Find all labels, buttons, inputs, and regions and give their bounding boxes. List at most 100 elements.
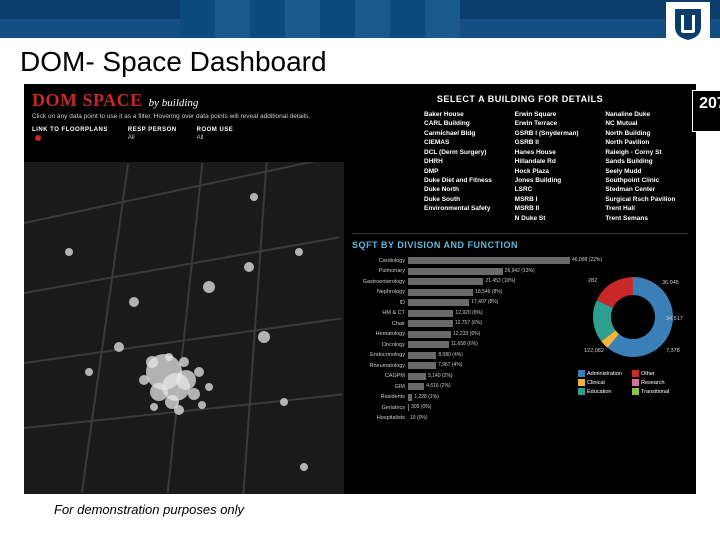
map-bubble[interactable] (295, 248, 303, 256)
bar-row[interactable]: Gastroenterology21,453 (10%) (352, 277, 570, 286)
filter-resp-person[interactable]: RESP PERSON All (128, 127, 177, 141)
legend-item[interactable]: Transitional (632, 388, 680, 395)
bar-row[interactable]: Pulmonary26,942 (13%) (352, 267, 570, 276)
donut-value-label: 34,517 (666, 316, 683, 322)
dash-title-sub: by building (149, 97, 199, 109)
building-item[interactable]: GSRB I (Snyderman) (515, 129, 598, 138)
bar-row[interactable]: Cardiology46,098 (22%) (352, 256, 570, 265)
legend-item[interactable]: Administration (578, 370, 626, 377)
bar-row[interactable]: Endocrinology8,080 (4%) (352, 351, 570, 360)
legend-item[interactable]: Education (578, 388, 626, 395)
bar-value: 7,967 (4%) (436, 362, 462, 369)
map-bubble[interactable] (114, 342, 124, 352)
building-item[interactable]: Hillandale Rd (515, 157, 598, 166)
map-bubble[interactable] (194, 367, 204, 377)
building-item[interactable]: Duke North (424, 185, 507, 194)
bar-row[interactable]: Geriatrics309 (0%) (352, 403, 570, 412)
legend-swatch (578, 379, 585, 386)
map-bubble[interactable] (244, 262, 254, 272)
building-item[interactable]: Duke Diet and Fitness (424, 176, 507, 185)
slide-header (0, 0, 720, 38)
map-bubble[interactable] (176, 370, 196, 390)
bar-row[interactable]: Hematology12,233 (6%) (352, 330, 570, 339)
building-item[interactable]: NC Mutual (605, 119, 688, 128)
legend-swatch (632, 388, 639, 395)
map-bubble[interactable] (179, 357, 189, 367)
bar-row[interactable]: CAGPM5,149 (2%) (352, 372, 570, 381)
building-item[interactable]: Nanaline Duke (605, 110, 688, 119)
building-item[interactable]: Duke South (424, 195, 507, 204)
bar-row[interactable]: Oncology11,658 (6%) (352, 340, 570, 349)
building-item[interactable]: Environmental Safety (424, 204, 507, 213)
map-bubble[interactable] (188, 388, 200, 400)
map-bubble[interactable] (258, 331, 270, 343)
building-item[interactable]: North Pavilion (605, 138, 688, 147)
bar-row[interactable]: Nephrology18,546 (8%) (352, 288, 570, 297)
map-bubble[interactable] (146, 356, 158, 368)
building-item[interactable]: Erwin Square (515, 110, 598, 119)
map-bubble[interactable] (85, 368, 93, 376)
legend-item[interactable]: Other (632, 370, 680, 377)
building-item[interactable]: N Duke St (515, 214, 598, 223)
building-item[interactable]: MSRB II (515, 204, 598, 213)
link-floorplans[interactable]: LINK TO FLOORPLANS (32, 127, 108, 141)
bar-chart[interactable]: Cardiology46,098 (22%) Pulmonary26,942 (1… (352, 256, 570, 424)
map-bubble[interactable] (198, 401, 206, 409)
chart-area: Cardiology46,098 (22%) Pulmonary26,942 (1… (352, 256, 688, 424)
building-item[interactable]: North Building (605, 129, 688, 138)
map-bubble[interactable] (65, 248, 73, 256)
map-road (24, 236, 339, 294)
map-bubble[interactable] (205, 383, 213, 391)
donut-value-label: 36,045 (662, 280, 679, 286)
building-item[interactable]: Baker House (424, 110, 507, 119)
map-bubble[interactable] (280, 398, 288, 406)
map-bubble[interactable] (129, 297, 139, 307)
bar-row[interactable]: Hospitalists10 (0%) (352, 414, 570, 423)
building-item[interactable]: CARL Building (424, 119, 507, 128)
building-item[interactable]: Southpoint Clinic (605, 176, 688, 185)
building-item[interactable]: MSRB I (515, 195, 598, 204)
map-bubble[interactable] (174, 405, 184, 415)
filter-room-use[interactable]: ROOM USE All (197, 127, 234, 141)
building-list: Baker HouseCARL BuildingCarmichael BldgC… (424, 110, 688, 223)
total-sqft-box: 207,372 sqft (692, 90, 720, 132)
legend-label: Other (641, 371, 655, 377)
map-bubble[interactable] (300, 463, 308, 471)
building-item[interactable]: DHRH (424, 157, 507, 166)
bar-label: CAGPM (352, 373, 408, 379)
map-bubble[interactable] (139, 375, 149, 385)
building-item[interactable]: Erwin Terrace (515, 119, 598, 128)
details-panel: SELECT A BUILDING FOR DETAILS Baker Hous… (344, 84, 696, 494)
building-item[interactable]: Jones Building (515, 176, 598, 185)
building-item[interactable]: Hanes House (515, 148, 598, 157)
legend-item[interactable]: Clinical (578, 379, 626, 386)
map-bubble[interactable] (250, 193, 258, 201)
building-item[interactable]: Seely Mudd (605, 167, 688, 176)
building-item[interactable]: Carmichael Bldg (424, 129, 507, 138)
building-item[interactable]: LSRC (515, 185, 598, 194)
building-item[interactable]: DCL (Derm Surgery) (424, 148, 507, 157)
building-item[interactable]: GSRB II (515, 138, 598, 147)
building-item[interactable]: DMP (424, 167, 507, 176)
building-item[interactable]: Trent Semans (605, 214, 688, 223)
building-item[interactable]: CIEMAS (424, 138, 507, 147)
building-item[interactable]: Stedman Center (605, 185, 688, 194)
bar-row[interactable]: Chair12,757 (6%) (352, 319, 570, 328)
map-bubble[interactable] (203, 281, 215, 293)
building-item[interactable]: Surgical Rsch Pavilion (605, 195, 688, 204)
building-item[interactable]: Hock Plaza (515, 167, 598, 176)
building-item[interactable]: Trent Hall (605, 204, 688, 213)
bar-row[interactable]: GIM4,616 (2%) (352, 382, 570, 391)
map-canvas[interactable] (24, 162, 344, 494)
bar-row[interactable]: Rheumatology7,967 (4%) (352, 361, 570, 370)
map-bubble[interactable] (165, 353, 173, 361)
bar-row[interactable]: HM & CT12,920 (6%) (352, 309, 570, 318)
map-bubble[interactable] (150, 403, 158, 411)
building-item[interactable]: Raleigh - Corny St (605, 148, 688, 157)
donut-chart[interactable]: 122,0827,37834,51736,045282 (590, 274, 676, 360)
legend-item[interactable]: Research (632, 379, 680, 386)
bar-value: 11,658 (6%) (449, 341, 478, 348)
building-item[interactable]: Sands Building (605, 157, 688, 166)
bar-row[interactable]: Residents1,228 (1%) (352, 393, 570, 402)
bar-row[interactable]: ID17,407 (8%) (352, 298, 570, 307)
